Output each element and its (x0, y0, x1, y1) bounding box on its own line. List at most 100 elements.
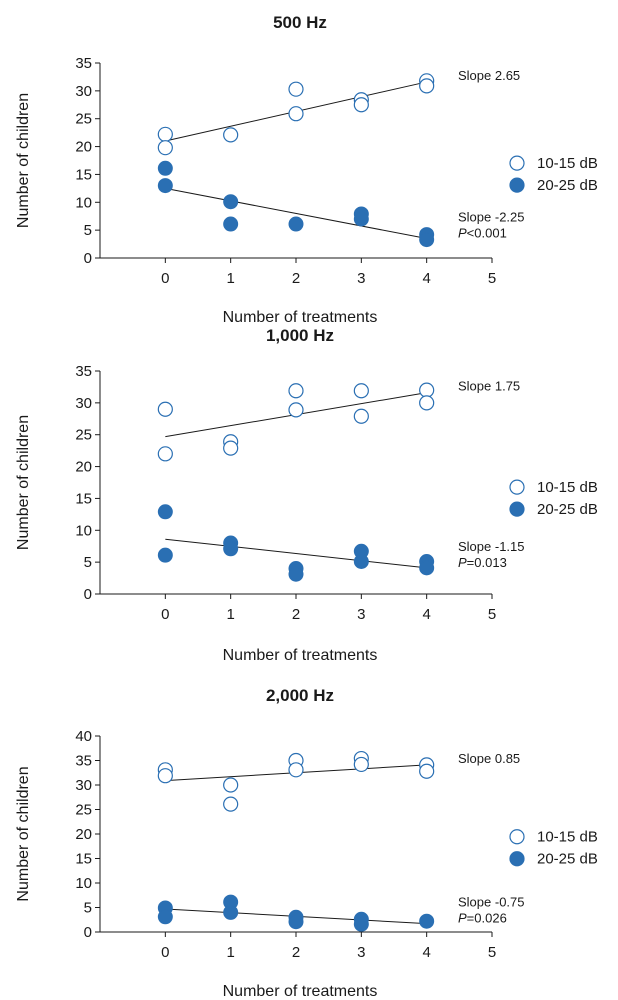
x-tick-label: 2 (292, 270, 300, 287)
series-open (157, 382, 435, 462)
data-point (223, 127, 239, 143)
data-point (288, 383, 304, 399)
y-tick-label: 30 (75, 777, 92, 794)
data-point (288, 762, 304, 778)
data-point (353, 408, 369, 424)
y-tick-label: 20 (75, 459, 92, 476)
panel-1: 1,000 Hz 0 5 10 15 20 25 30 35 0 1 2 3 4 5 Number of tr… (15, 326, 598, 664)
slope-label: Slope -1.15 (458, 539, 525, 554)
legend-label: 10-15 dB (537, 155, 598, 172)
data-point (288, 216, 304, 232)
legend-label: 20-25 dB (537, 501, 598, 518)
y-tick-label: 10 (75, 875, 92, 892)
series-filled (157, 160, 435, 248)
data-point (419, 395, 435, 411)
legend-open-circle-icon (509, 155, 525, 171)
data-point (419, 78, 435, 94)
x-tick-label: 0 (161, 944, 169, 961)
data-point (353, 97, 369, 113)
y-axis-label: Number of children (15, 415, 32, 550)
p-value-label: P=0.026 (458, 911, 507, 926)
x-tick-label: 5 (488, 270, 496, 287)
panel-title: 500 Hz (273, 13, 327, 32)
x-tick-label: 0 (161, 606, 169, 623)
y-axis-label: Number of children (15, 766, 32, 901)
x-tick-label: 2 (292, 606, 300, 623)
slope-label: Slope 0.85 (458, 751, 520, 766)
y-tick-label: 25 (75, 427, 92, 444)
data-point (288, 566, 304, 582)
data-point (157, 547, 173, 563)
data-point (157, 140, 173, 156)
y-tick-label: 25 (75, 111, 92, 128)
data-point (223, 541, 239, 557)
x-tick-label: 3 (357, 944, 365, 961)
data-point (419, 382, 435, 398)
data-point (223, 777, 239, 793)
data-point (288, 914, 304, 930)
legend-open-circle-icon (509, 479, 525, 495)
y-tick-label: 15 (75, 490, 92, 507)
data-point (288, 402, 304, 418)
y-tick-label: 15 (75, 166, 92, 183)
panel-2: 2,000 Hz 0 5 10 15 20 25 30 35 40 0 1 2 3 4 5 Number of … (15, 686, 598, 1000)
data-point (223, 216, 239, 232)
legend-label: 10-15 dB (537, 829, 598, 846)
legend-filled-circle-icon (509, 177, 525, 193)
data-point (353, 383, 369, 399)
data-point (157, 768, 173, 784)
slope-label: Slope -2.25 (458, 210, 525, 225)
trend-line (165, 187, 427, 239)
legend-filled-circle-icon (509, 851, 525, 867)
x-tick-label: 3 (357, 270, 365, 287)
y-tick-label: 20 (75, 139, 92, 156)
data-point (157, 504, 173, 520)
data-point (223, 440, 239, 456)
data-point (419, 763, 435, 779)
y-axis-label: Number of children (15, 93, 32, 228)
series-filled (157, 894, 435, 932)
y-tick-label: 40 (75, 728, 92, 745)
x-tick-label: 4 (422, 270, 430, 287)
data-point (353, 756, 369, 773)
data-point (223, 194, 239, 210)
x-tick-label: 5 (488, 944, 496, 961)
x-tick-label: 0 (161, 270, 169, 287)
data-point (157, 401, 173, 417)
legend-label: 20-25 dB (537, 851, 598, 868)
series-open (157, 750, 435, 812)
y-tick-label: 15 (75, 851, 92, 868)
panel-0: 500 Hz 0 5 10 15 20 25 30 35 0 1 2 3 4 5 Number of trea… (15, 13, 598, 326)
y-tick-label: 35 (75, 55, 92, 72)
slope-label: Slope 2.65 (458, 68, 520, 83)
x-axis-label: Number of treatments (223, 309, 378, 326)
x-tick-label: 4 (422, 606, 430, 623)
y-tick-label: 35 (75, 363, 92, 380)
legend-filled-circle-icon (509, 501, 525, 517)
data-point (157, 909, 173, 925)
y-tick-label: 0 (84, 924, 92, 941)
y-tick-label: 0 (84, 586, 92, 603)
y-tick-label: 10 (75, 194, 92, 211)
x-tick-label: 1 (226, 270, 234, 287)
data-point (288, 106, 304, 122)
data-point (157, 446, 173, 462)
x-axis-label: Number of treatments (223, 983, 378, 1000)
y-tick-label: 5 (84, 554, 92, 571)
y-tick-label: 5 (84, 900, 92, 917)
y-tick-label: 5 (84, 222, 92, 239)
p-value-label: P<0.001 (458, 226, 507, 241)
x-tick-label: 1 (226, 944, 234, 961)
legend-label: 20-25 dB (537, 177, 598, 194)
x-tick-label: 5 (488, 606, 496, 623)
series-open (157, 73, 435, 156)
data-point (419, 560, 435, 576)
legend-label: 10-15 dB (537, 479, 598, 496)
y-tick-label: 0 (84, 250, 92, 267)
x-tick-label: 1 (226, 606, 234, 623)
data-point (353, 916, 369, 932)
y-tick-label: 25 (75, 802, 92, 819)
p-value-label: P=0.013 (458, 555, 507, 570)
trend-line (165, 538, 427, 569)
